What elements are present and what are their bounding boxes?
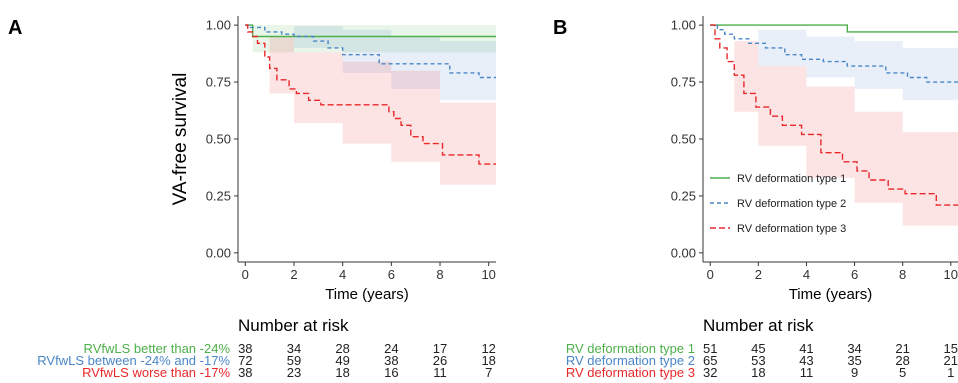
x-tick-label: 0 xyxy=(242,267,249,282)
y-tick-label: 0.25 xyxy=(206,188,231,203)
y-tick-label: 0.50 xyxy=(671,132,696,147)
risk-count: 34 xyxy=(287,341,301,356)
risk-row-label: RV deformation type 3 xyxy=(566,365,695,380)
risk-count: 45 xyxy=(751,341,765,356)
x-axis-label: Time (years) xyxy=(789,286,873,303)
panel-letter: A xyxy=(8,17,22,39)
y-axis-label: VA-free survival xyxy=(170,73,191,206)
risk-count: 34 xyxy=(847,341,861,356)
confidence-band-3 xyxy=(245,25,496,199)
legend-label-3: RV deformation type 3 xyxy=(737,223,846,235)
y-tick-label: 0.75 xyxy=(671,75,696,90)
risk-row-label: RVfwLS worse than -17% xyxy=(82,365,230,380)
y-tick-label: 0.50 xyxy=(206,132,231,147)
x-tick-label: 2 xyxy=(755,267,762,282)
risk-count: 72 xyxy=(238,353,252,368)
risk-count: 41 xyxy=(799,341,813,356)
x-tick-label: 4 xyxy=(339,267,346,282)
risk-count: 21 xyxy=(944,353,958,368)
x-axis-label: Time (years) xyxy=(325,286,409,303)
risk-count: 16 xyxy=(384,365,398,380)
risk-count: 49 xyxy=(335,353,349,368)
risk-count: 38 xyxy=(384,353,398,368)
risk-count: 18 xyxy=(751,365,765,380)
risk-count: 21 xyxy=(895,341,909,356)
confidence-band-1 xyxy=(245,25,496,57)
risk-count: 35 xyxy=(847,353,861,368)
panel-b: B 0.00 0.25 0.50 0.75 1.00 0 2 4 6 8 10 Time (years)… xyxy=(553,16,958,380)
x-tick-label: 4 xyxy=(803,267,810,282)
x-tick-label: 0 xyxy=(707,267,714,282)
survival-curve-3 xyxy=(710,24,958,206)
x-tick-label: 8 xyxy=(899,267,906,282)
number-at-risk-title: Number at risk xyxy=(238,316,349,335)
risk-count: 53 xyxy=(751,353,765,368)
risk-count: 24 xyxy=(384,341,398,356)
x-tick-label: 8 xyxy=(436,267,443,282)
risk-count: 26 xyxy=(433,353,447,368)
risk-count: 1 xyxy=(947,365,954,380)
x-tick-label: 2 xyxy=(290,267,297,282)
risk-count: 65 xyxy=(703,353,717,368)
legend: RV deformation type 1 RV deformation type… xyxy=(710,173,846,235)
risk-count: 17 xyxy=(433,341,447,356)
survival-curve-2 xyxy=(710,24,958,83)
number-at-risk-title: Number at risk xyxy=(703,316,814,335)
y-tick-label: 0.75 xyxy=(206,75,231,90)
survival-curve-3 xyxy=(245,24,496,165)
x-tick-label: 6 xyxy=(851,267,858,282)
risk-count: 7 xyxy=(485,365,492,380)
risk-count: 12 xyxy=(481,341,495,356)
legend-label-1: RV deformation type 1 xyxy=(737,173,846,185)
risk-count: 5 xyxy=(899,365,906,380)
risk-count: 51 xyxy=(703,341,717,356)
survival-curve-1 xyxy=(710,24,958,33)
risk-count: 38 xyxy=(238,341,252,356)
risk-count: 11 xyxy=(800,365,814,380)
risk-row-label: RV deformation type 1 xyxy=(566,341,695,356)
risk-count: 59 xyxy=(287,353,301,368)
y-tick-label: 0.00 xyxy=(206,245,231,260)
risk-count: 18 xyxy=(481,353,495,368)
risk-count: 32 xyxy=(703,365,717,380)
y-tick-label: 1.00 xyxy=(671,18,696,33)
y-tick-label: 1.00 xyxy=(206,18,231,33)
risk-count: 18 xyxy=(335,365,349,380)
risk-count: 15 xyxy=(944,341,958,356)
risk-count: 9 xyxy=(851,365,858,380)
risk-count: 23 xyxy=(287,365,301,380)
panel-letter: B xyxy=(553,17,567,39)
x-tick-label: 10 xyxy=(481,267,495,282)
y-tick-label: 0.25 xyxy=(671,188,696,203)
confidence-band-2 xyxy=(710,25,958,110)
confidence-band-2 xyxy=(245,25,496,108)
risk-row-label: RVfwLS better than -24% xyxy=(84,341,231,356)
risk-count: 28 xyxy=(895,353,909,368)
risk-count: 38 xyxy=(238,365,252,380)
confidence-band-3 xyxy=(710,25,958,233)
risk-count: 43 xyxy=(799,353,813,368)
risk-count: 11 xyxy=(433,365,447,380)
x-tick-label: 6 xyxy=(388,267,395,282)
x-tick-label: 10 xyxy=(944,267,958,282)
legend-label-2: RV deformation type 2 xyxy=(737,198,846,210)
risk-row-label: RV deformation type 2 xyxy=(566,353,695,368)
risk-row-label: RVfwLS between -24% and -17% xyxy=(37,353,230,368)
risk-count: 28 xyxy=(335,341,349,356)
y-tick-label: 0.00 xyxy=(671,245,696,260)
